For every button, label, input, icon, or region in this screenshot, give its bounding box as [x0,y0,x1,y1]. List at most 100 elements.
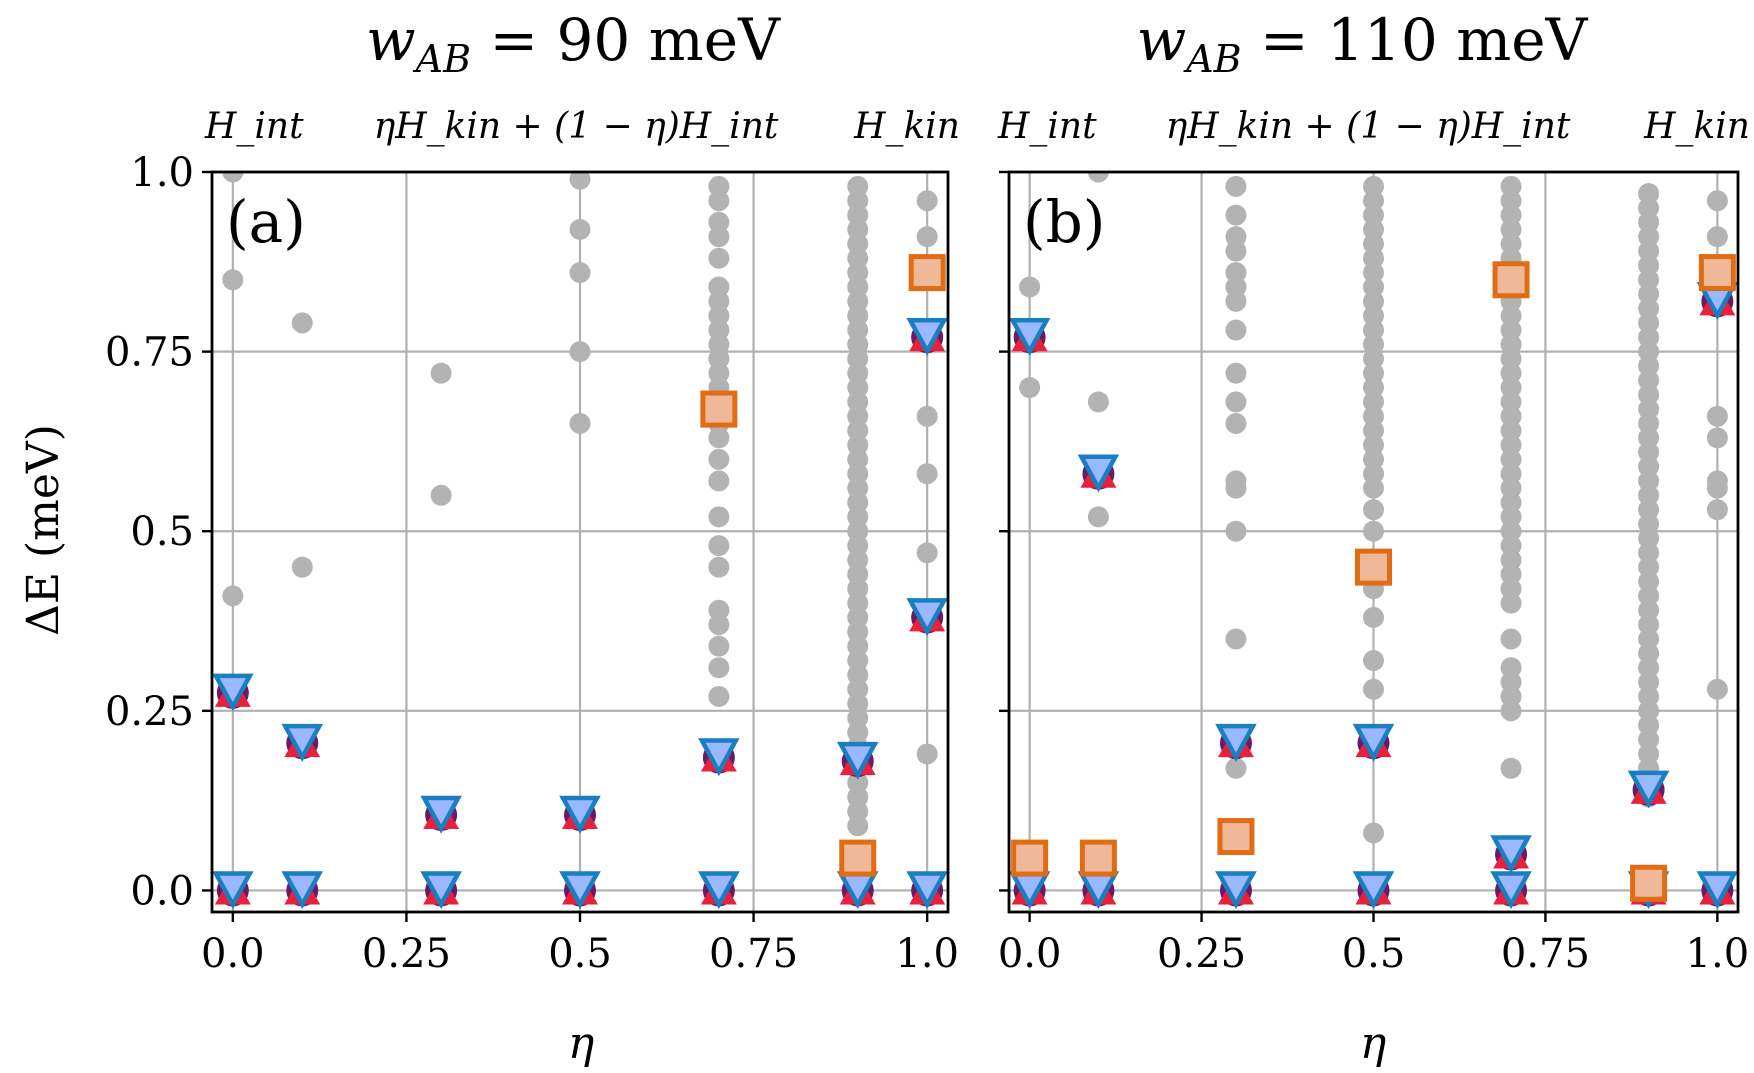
panel-b-spectrum-point-108 [1638,642,1660,664]
panel-a-spectrum-point-87 [847,290,869,312]
panel-b-spectrum-point-32 [1363,606,1384,628]
panel-b-spectrum-point-79 [1500,420,1522,442]
panel-a-spectrum-point-78 [847,420,869,442]
panel-a-spectrum-point-99 [916,542,938,564]
panel-b-spectrum-point-17 [1225,391,1247,413]
panel-a-square-point-0 [700,390,738,428]
panel-a-header-right: H_kin [853,106,960,147]
panel-a-spectrum-point-42 [708,276,730,298]
panel-b-spectrum-point-120 [1638,470,1660,492]
panel-a-square-point-1 [839,839,877,877]
panel-b-spectrum-point-135 [1638,254,1660,276]
panel-a-spectrum-point-63 [847,635,869,657]
panel-b-spectrum-point-42 [1363,405,1384,427]
panel-a-spectrum-point-45 [708,211,730,233]
panel-a-spectrum-point-19 [569,172,591,190]
panel-b-spectrum-point-103 [1638,714,1660,736]
panel-a-state-triangle-down-13 [906,598,948,637]
panel-b-xtick-label-3: 0.75 [1501,931,1590,977]
panel-b-spectrum-point-151 [1706,190,1728,212]
panel-b-state-marker-6 [1352,871,1395,910]
panel-b-spectrum-point-76 [1500,463,1522,485]
panel-a-spectrum-point-76 [847,448,869,470]
panel-b-spectrum-point-48 [1363,319,1384,341]
panel-a-ytick-label-1: 0.25 [105,689,194,735]
panel-b-spectrum-point-86 [1500,319,1522,341]
panel-b-spectrum-point-57 [1363,190,1384,212]
panel-b-spectrum-point-116 [1638,527,1660,549]
panel-b-spectrum-point-113 [1638,571,1660,593]
panel-b-spectrum-point-71 [1500,535,1522,557]
panel-a-spectrum-point-89 [847,262,869,284]
panel-a-state-marker-9 [698,738,740,777]
panel-b-spectrum-point-114 [1638,556,1660,578]
panel-b: wAB = 110 meV H_int ηH_kin + (1 − η)H_in… [997,6,1750,1069]
panel-b-spectrum-point-109 [1638,628,1660,650]
panel-b-spectrum-point-124 [1638,412,1660,434]
panel-b-spectrum-point-51 [1363,276,1384,298]
panel-b-spectrum-point-94 [1500,204,1522,226]
panel-b-spectrum-point-92 [1500,233,1522,255]
panel-a-spectrum-point-70 [847,535,869,557]
panel-b-spectrum-point-115 [1638,542,1660,564]
panel-b-spectrum-point-56 [1363,204,1384,226]
panel-b-spectrum-point-44 [1363,377,1384,399]
panel-b-spectrum-point-126 [1638,384,1660,406]
panel-b-spectrum-point-7 [1087,391,1109,413]
panel-a-state-marker-1 [212,673,254,712]
panel-a-header-middle: ηH_kin + (1 − η)H_int [374,106,779,147]
panel-b-xtick-label-0: 0.0 [998,931,1062,977]
panel-a-spectrum-point-65 [847,606,869,628]
panel-a-state-marker-3 [281,723,324,762]
panel-a-spectrum-point-75 [847,463,869,485]
panel-b-spectrum-point-12 [1225,628,1247,650]
panel-a-spectrum-point-8 [291,312,313,334]
panel-a-spectrum-point-40 [708,305,730,327]
panel-b-spectrum-point-130 [1638,326,1660,348]
panel-b-header-left: H_int [997,106,1097,147]
panel-b-spectrum-point-95 [1500,190,1522,212]
panel-a-spectrum-point-85 [847,319,869,341]
panel-b-spectrum-point-22 [1225,262,1247,284]
panel-b-header-middle: ηH_kin + (1 − η)H_int [1166,106,1571,147]
panel-a-state-marker-6 [559,871,601,910]
panel-b-spectrum-point-8 [1087,172,1109,183]
panel-b-state-marker-2 [1077,871,1120,910]
panel-b-spectrum-point-63 [1500,685,1522,707]
panel-b-state-triangle-down-3 [1077,454,1120,493]
panel-a-spectrum-point-105 [916,190,938,212]
panel-b-spectrum-point-80 [1500,405,1522,427]
panel-b-spectrum-point-125 [1638,398,1660,420]
panel-a-state-marker-7 [559,795,601,834]
panel-a-spectrum-point-59 [847,693,869,715]
panel-a-state-triangle-down-4 [420,871,462,910]
panel-b-spectrum-point-5 [1087,506,1109,528]
panel-b-spectrum-point-147 [1706,405,1728,427]
panel-a-spectrum-point-16 [569,341,591,363]
panel-a-xtick-label-0: 0.0 [201,931,265,977]
panel-a-spectrum-point-58 [847,707,869,729]
panel-a-spectrum-point-60 [847,678,869,700]
panel-b-xlabel: η [1360,1018,1386,1069]
panel-a-xtick-label-4: 1.0 [895,931,959,977]
panel-b-state-marker-9 [1490,835,1532,874]
panel-b-spectrum-point-10 [1225,757,1247,779]
panel-a-spectrum-point-43 [708,247,730,269]
panel-b-xtick-label-4: 1.0 [1686,931,1750,977]
panel-b-spectrum-point-129 [1638,341,1660,363]
panel-b-state-triangle-down-7 [1352,723,1395,762]
panel-a-state-triangle-down-11 [836,741,879,780]
panel-b-spectrum-point-28 [1363,822,1384,844]
panel-b-spectrum-point-106 [1638,671,1660,693]
panel-a-spectrum-point-86 [847,305,869,327]
panel-a-spectrum-point-23 [708,657,730,679]
panel-b-spectrum-point-134 [1638,269,1660,291]
panel-b-spectrum-point-110 [1638,614,1660,636]
panel-b-spectrum-point-77 [1500,448,1522,470]
panel-a-spectrum-point-18 [569,218,591,240]
panel-a-state-triangle-down-8 [698,871,740,910]
panel-b-spectrum-point-93 [1500,218,1522,240]
panel-b-spectrum-point-15 [1225,470,1247,492]
panel-b-state-triangle-down-5 [1215,723,1257,762]
panel-b-spectrum-point-43 [1363,391,1384,413]
